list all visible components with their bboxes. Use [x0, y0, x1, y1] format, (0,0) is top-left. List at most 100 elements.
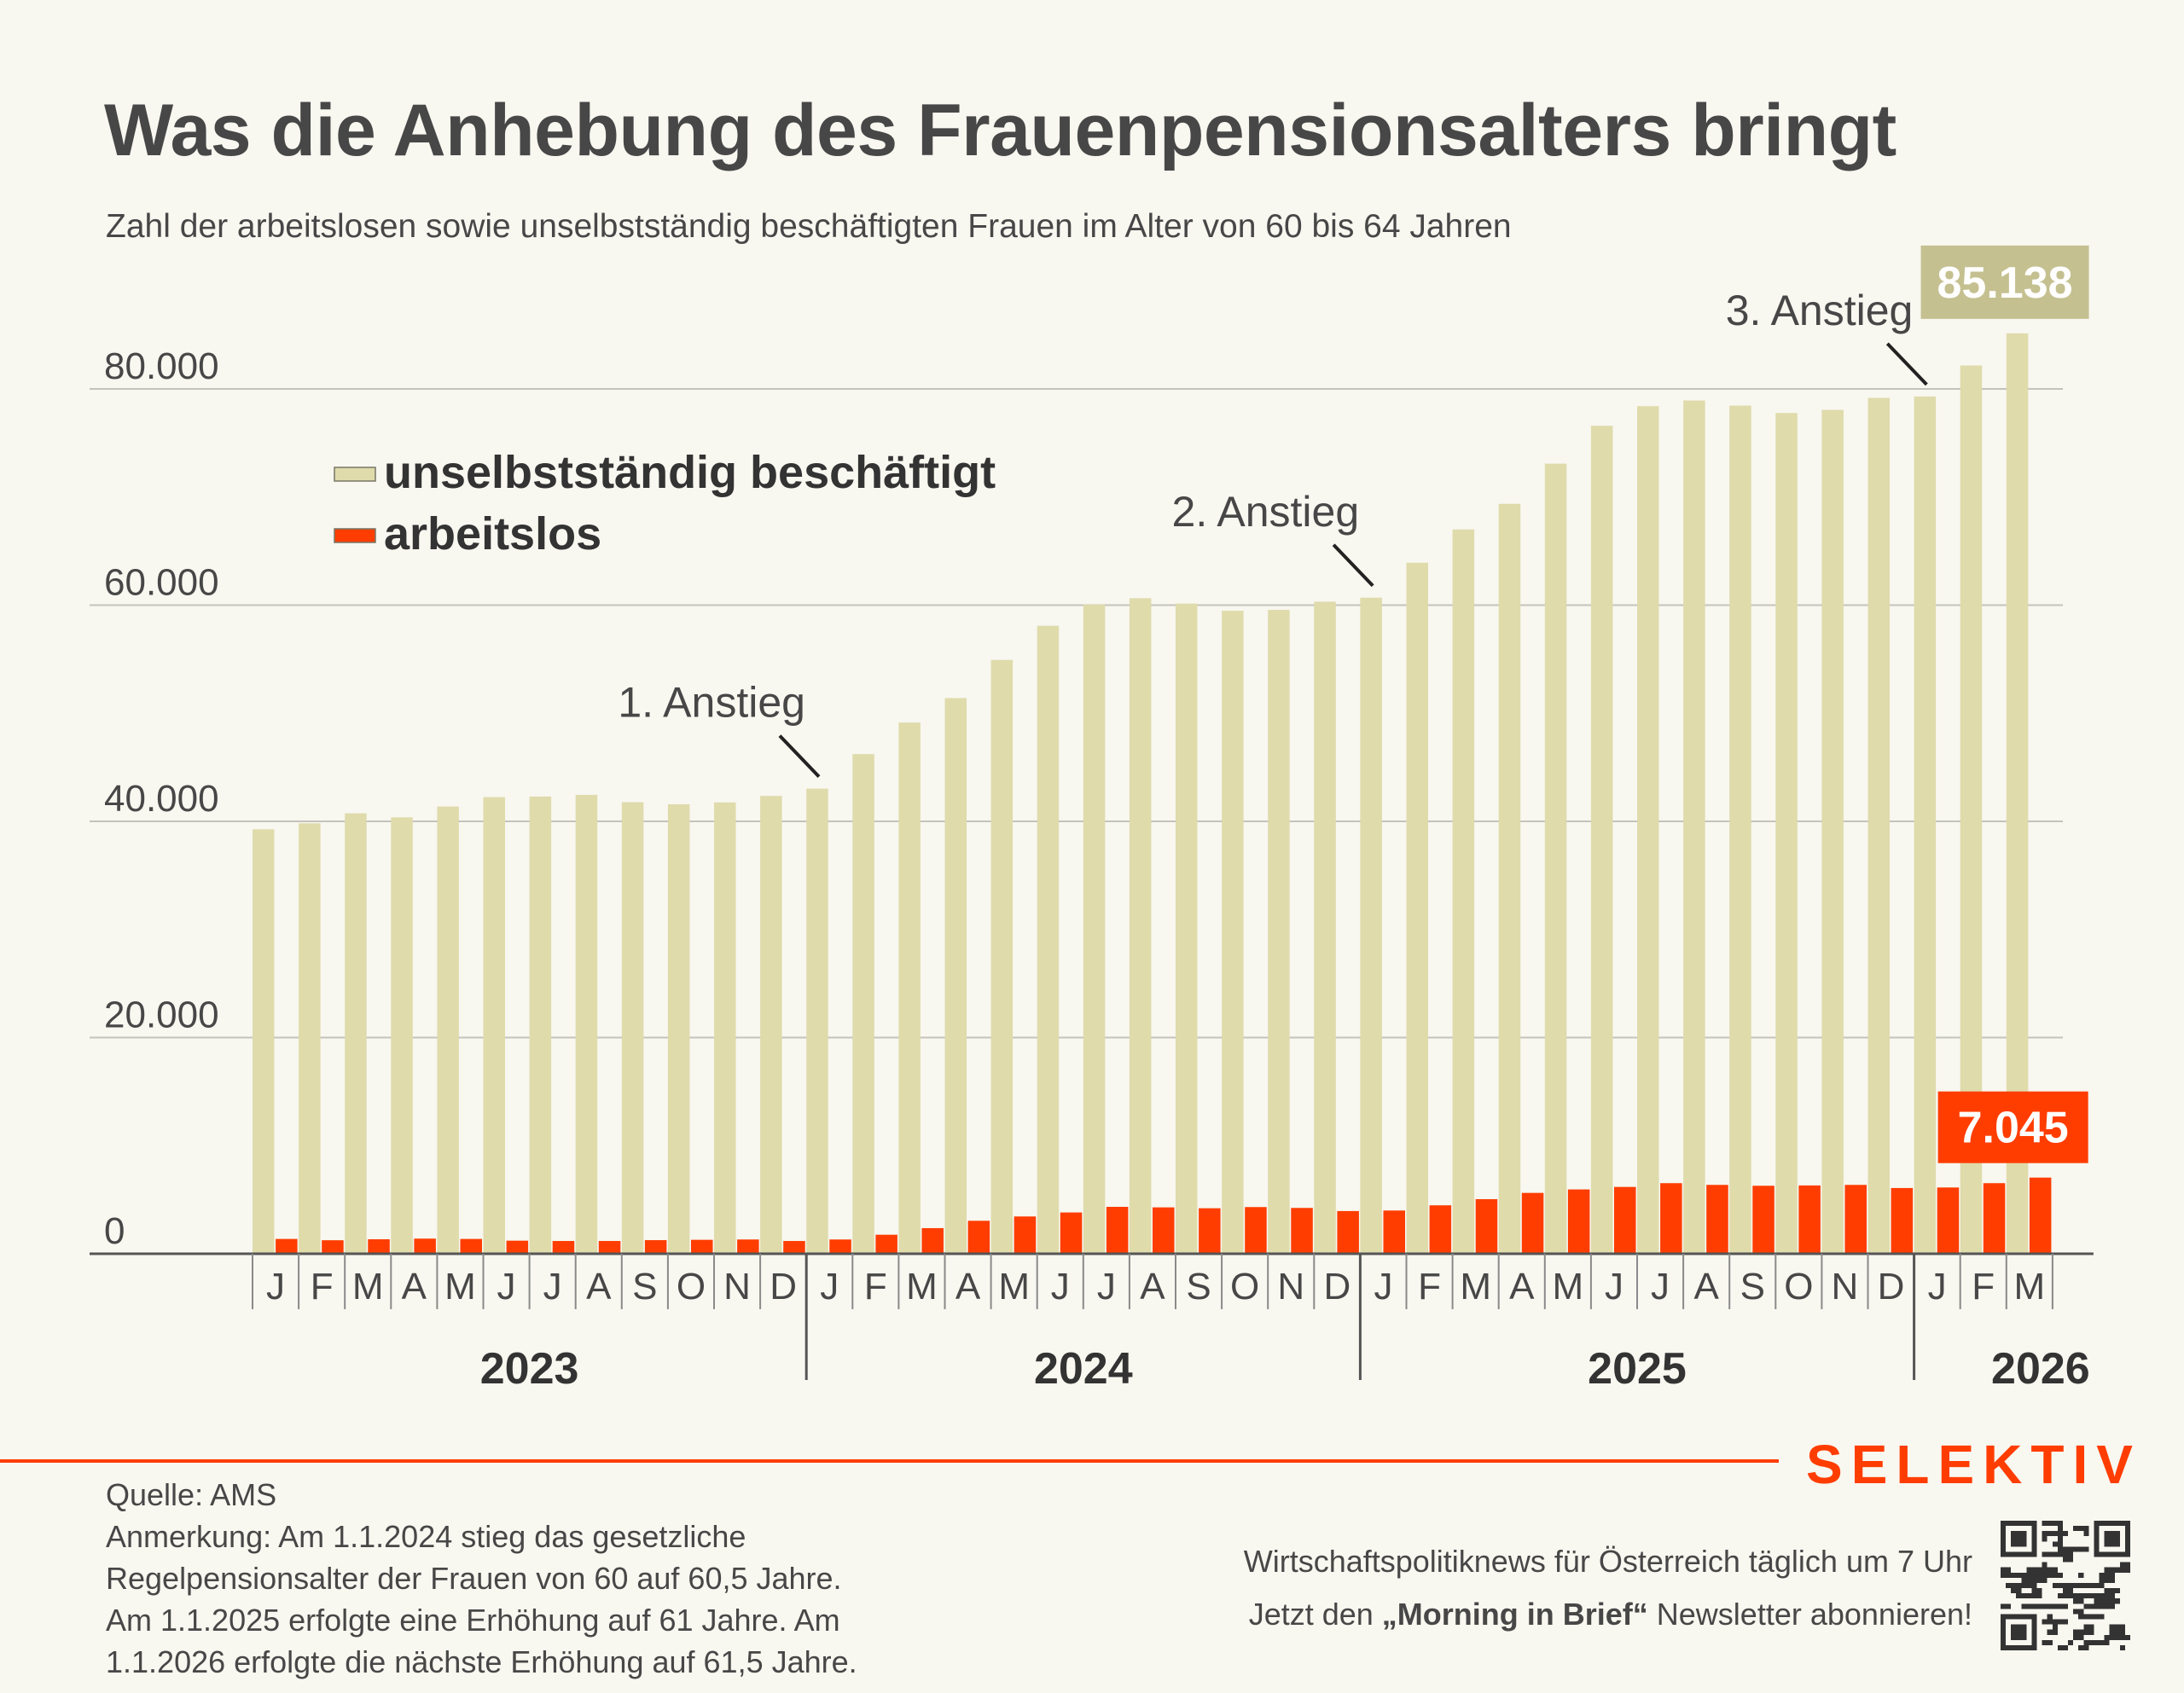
- legend-label: unselbstständig beschäftigt: [384, 447, 996, 498]
- source-text: Quelle: AMS: [106, 1477, 277, 1512]
- month-label: J: [543, 1266, 562, 1307]
- month-label: A: [402, 1266, 427, 1307]
- bar-employed: [1176, 603, 1198, 1254]
- bar-unemployed: [967, 1220, 990, 1254]
- bar-employed: [806, 788, 828, 1254]
- bar-unemployed: [1060, 1212, 1083, 1254]
- month-label: D: [1323, 1266, 1350, 1307]
- bar-unemployed: [1937, 1187, 1960, 1254]
- bar-unemployed: [1014, 1216, 1037, 1254]
- month-label: O: [1784, 1266, 1813, 1307]
- month-label: J: [1928, 1266, 1947, 1307]
- bar-unemployed: [276, 1238, 298, 1254]
- month-label: M: [444, 1266, 476, 1307]
- bar-employed: [529, 796, 552, 1254]
- bar-unemployed: [322, 1240, 344, 1254]
- value-labels: 85.138 7.045: [1920, 245, 2089, 1163]
- bar-unemployed: [2029, 1177, 2052, 1254]
- note-line: Am 1.1.2025 erfolgte eine Erhöhung auf 6…: [106, 1603, 840, 1638]
- annotation-label: 1. Anstieg: [618, 679, 805, 727]
- annotation-leader-line: [1885, 342, 1928, 386]
- month-label: J: [1097, 1266, 1116, 1307]
- month-label: A: [1693, 1266, 1719, 1307]
- note-line: 1.1.2026 erfolgte die nächste Erhöhung a…: [106, 1644, 857, 1679]
- bar-employed: [575, 794, 598, 1254]
- bar-unemployed: [783, 1241, 805, 1254]
- bar-employed: [990, 659, 1014, 1254]
- month-label: N: [723, 1266, 751, 1307]
- y-tick-label: 0: [104, 1210, 125, 1252]
- bar-unemployed: [506, 1240, 529, 1254]
- bar-employed: [1914, 396, 1937, 1254]
- y-tick-label: 60.000: [104, 562, 219, 604]
- bar-unemployed: [552, 1241, 575, 1254]
- bars: [253, 333, 2052, 1255]
- month-label: J: [497, 1266, 516, 1307]
- month-label: J: [1374, 1266, 1392, 1307]
- month-label: S: [1740, 1266, 1765, 1307]
- bar-employed: [1314, 601, 1336, 1254]
- bar-unemployed: [1614, 1186, 1636, 1254]
- month-label: F: [864, 1266, 887, 1307]
- bar-employed: [1544, 463, 1567, 1254]
- annotation-leader-line: [778, 734, 821, 778]
- y-tick-label: 80.000: [104, 345, 219, 387]
- promo-text: Newsletter abonnieren!: [1647, 1597, 1972, 1632]
- bar-unemployed: [460, 1238, 482, 1254]
- promo-line-2[interactable]: Jetzt den „Morning in Brief“ Newsletter …: [1244, 1588, 1972, 1641]
- month-label: O: [677, 1266, 706, 1307]
- month-label: S: [1186, 1266, 1211, 1307]
- month-label: J: [266, 1266, 285, 1307]
- value-label-text: 85.138: [1937, 258, 2073, 308]
- promo-text: Jetzt den: [1248, 1597, 1382, 1632]
- bar-unemployed: [1153, 1207, 1175, 1254]
- annotation-label: 2. Anstieg: [1172, 488, 1360, 536]
- bar-unemployed: [644, 1240, 667, 1254]
- qr-code-icon[interactable]: [2001, 1521, 2130, 1650]
- bar-unemployed: [368, 1239, 390, 1254]
- chart-title: Was die Anhebung des Frauenpensionsalter…: [104, 90, 1896, 171]
- promo-line-1: Wirtschaftspolitiknews für Österreich tä…: [1243, 1544, 1972, 1579]
- month-label: M: [1460, 1266, 1491, 1307]
- bar-unemployed: [1106, 1206, 1129, 1254]
- bar-unemployed: [1891, 1187, 1914, 1254]
- bar-unemployed: [1383, 1210, 1405, 1254]
- bar-employed: [1637, 406, 1659, 1254]
- bar-employed: [1452, 529, 1475, 1254]
- month-label: M: [998, 1266, 1030, 1307]
- bar-unemployed: [1983, 1183, 2006, 1254]
- x-axis: J F M A M J J A S O N D J F M A M J J A S O N D J F M A M J J A S O N D J F M2…: [90, 1252, 2094, 1394]
- bar-unemployed: [1567, 1189, 1590, 1254]
- bar-unemployed: [691, 1239, 713, 1254]
- y-tick-label: 40.000: [104, 778, 219, 820]
- bar-unemployed: [921, 1227, 944, 1254]
- bar-unemployed: [598, 1241, 621, 1254]
- legend-swatch: [334, 467, 376, 482]
- y-axis-labels: 0 20.000 40.000 60.000 80.000: [104, 345, 219, 1252]
- bar-employed: [1498, 503, 1521, 1254]
- month-label: N: [1277, 1266, 1304, 1307]
- bar-unemployed: [1798, 1185, 1821, 1254]
- newsletter-promo: Wirtschaftspolitiknews für Österreich tä…: [1244, 1535, 1972, 1641]
- bar-unemployed: [875, 1234, 897, 1254]
- bar-employed: [898, 722, 921, 1254]
- month-label: N: [1832, 1266, 1859, 1307]
- bar-unemployed: [1475, 1198, 1498, 1254]
- legend-label: arbeitslos: [384, 508, 601, 560]
- bar-employed: [299, 823, 321, 1254]
- bar-unemployed: [1660, 1183, 1682, 1254]
- newsletter-name[interactable]: „Morning in Brief“: [1381, 1597, 1648, 1632]
- month-label: O: [1230, 1266, 1259, 1307]
- month-label: F: [1418, 1266, 1441, 1307]
- bar-employed: [1729, 405, 1751, 1254]
- month-label: M: [352, 1266, 384, 1307]
- month-label: F: [1972, 1266, 1995, 1307]
- bar-unemployed: [1752, 1186, 1774, 1254]
- month-label: D: [1878, 1266, 1905, 1307]
- bar-employed: [1129, 598, 1152, 1254]
- month-label: A: [586, 1266, 612, 1307]
- annotations: 1. Anstieg 2. Anstieg 3. Anstieg: [618, 287, 1928, 778]
- bar-unemployed: [1337, 1210, 1359, 1254]
- value-label-box: [1937, 1091, 2088, 1163]
- value-label-box: [1920, 245, 2089, 319]
